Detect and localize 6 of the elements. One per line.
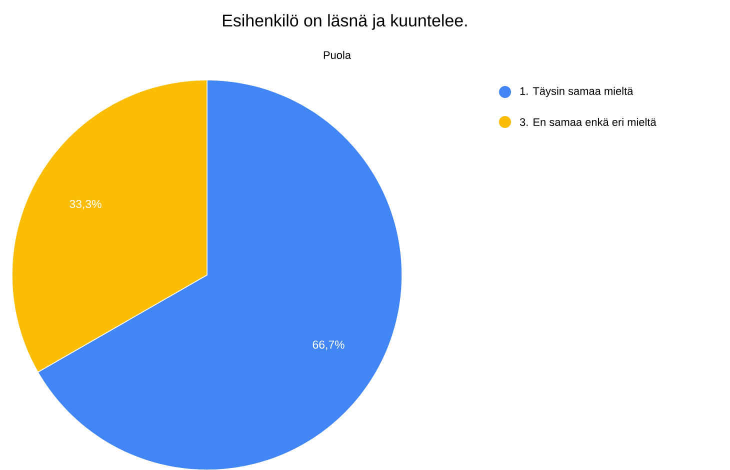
data-label: 66,7% xyxy=(312,340,344,350)
legend-label: 3. En samaa enkä eri mieltä xyxy=(520,118,656,126)
chart-title: Esihenkilö on läsnä ja kuuntelee. xyxy=(223,14,467,30)
chart-subtitle: Puola xyxy=(324,50,352,60)
legend-label: 1. Täysin samaa mieltä xyxy=(520,86,634,98)
data-label: 33,3% xyxy=(70,200,102,210)
